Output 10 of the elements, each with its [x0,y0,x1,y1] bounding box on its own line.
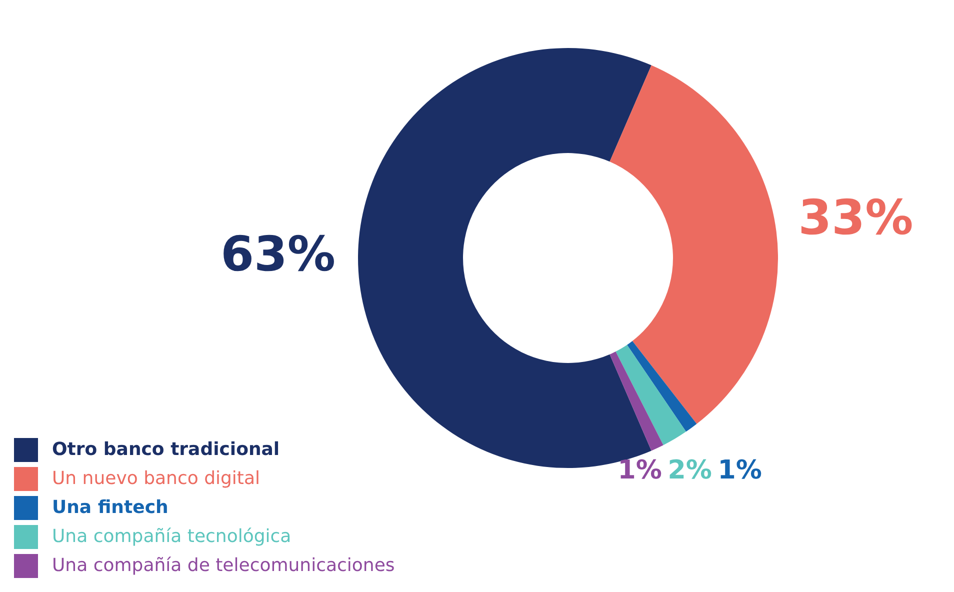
data-label: 1% [718,456,762,486]
data-label: 1% [618,456,662,486]
legend-label: Una compañía de telecomunicaciones [52,555,395,576]
data-label: 2% [668,456,712,486]
legend-label: Un nuevo banco digital [52,468,260,489]
data-label: 33% [798,190,914,246]
data-label: 63% [220,226,336,282]
legend-label: Otro banco tradicional [52,439,280,460]
legend-label: Una compañía tecnológica [52,526,292,547]
legend-label: Una fintech [52,497,168,518]
